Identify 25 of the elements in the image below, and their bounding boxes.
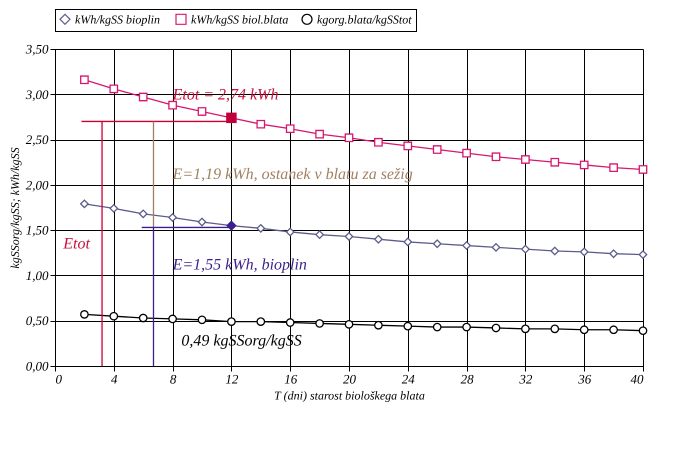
y-axis-title: kgSSorg/kgSS; kWh/kgSS — [8, 147, 22, 269]
x-tick-label: 40 — [630, 372, 644, 386]
x-tick-label: 28 — [460, 372, 474, 386]
y-tick-label: 0,50 — [26, 313, 49, 328]
y-tick-label: 1,50 — [26, 222, 49, 238]
x-tick-label: 32 — [518, 372, 533, 386]
y-tick-label: 2,50 — [26, 132, 49, 148]
x-tick-label: 4 — [111, 372, 118, 386]
legend-label: kgorg.blata/kgSStot — [317, 12, 412, 26]
y-tick-label: 3,00 — [24, 86, 49, 102]
y-tick-label: 0,00 — [26, 358, 49, 374]
x-axis-title: T (dni) starost biološkega blata — [274, 388, 425, 402]
x-tick-label: 24 — [402, 372, 416, 386]
x-tick-label: 20 — [343, 372, 356, 386]
x-tick-label: 16 — [284, 372, 298, 386]
annotation: Etot — [62, 236, 90, 253]
x-tick-label: 36 — [577, 372, 592, 386]
x-tick-label: 8 — [170, 372, 177, 386]
y-tick-label: 2,00 — [26, 177, 49, 192]
legend-label: kWh/kgSS biol.blata — [191, 12, 288, 26]
y-tick-label: 3,50 — [24, 42, 49, 56]
x-tick-label: 12 — [225, 372, 239, 386]
x-tick-label: 0 — [56, 372, 62, 386]
y-tick-label: 1,00 — [26, 268, 49, 283]
legend-label: kWh/kgSS bioplin — [75, 12, 160, 26]
